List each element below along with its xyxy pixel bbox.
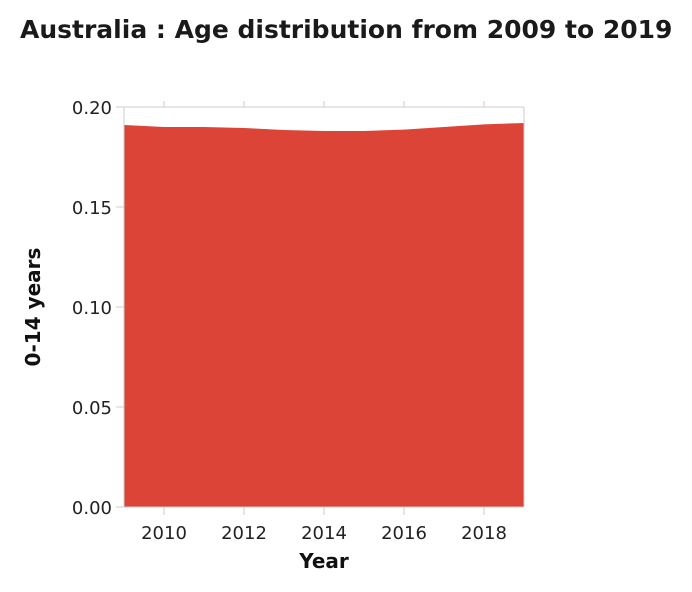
plot-area bbox=[123, 122, 525, 507]
y-axis-title: 0-14 years bbox=[21, 248, 45, 367]
y-tick-label: 0.15 bbox=[72, 198, 112, 219]
y-tick-label: 0.10 bbox=[72, 298, 112, 319]
x-tick-label: 2014 bbox=[301, 523, 347, 544]
y-tick-label: 0.00 bbox=[72, 498, 112, 519]
y-tick-label: 0.20 bbox=[72, 98, 112, 119]
x-tick-label: 2018 bbox=[461, 523, 507, 544]
x-tick-label: 2012 bbox=[221, 523, 267, 544]
chart-title: Australia : Age distribution from 2009 t… bbox=[20, 15, 673, 44]
y-tick-label: 0.05 bbox=[72, 398, 112, 419]
x-tick-label: 2016 bbox=[381, 523, 427, 544]
x-tick-label: 2010 bbox=[141, 523, 187, 544]
area-series-0 bbox=[124, 123, 524, 507]
x-axis-title: Year bbox=[298, 549, 349, 573]
axes: 0.00 0.05 0.10 0.15 0.20 2010 2012 2014 2016 2018 bbox=[72, 98, 525, 544]
